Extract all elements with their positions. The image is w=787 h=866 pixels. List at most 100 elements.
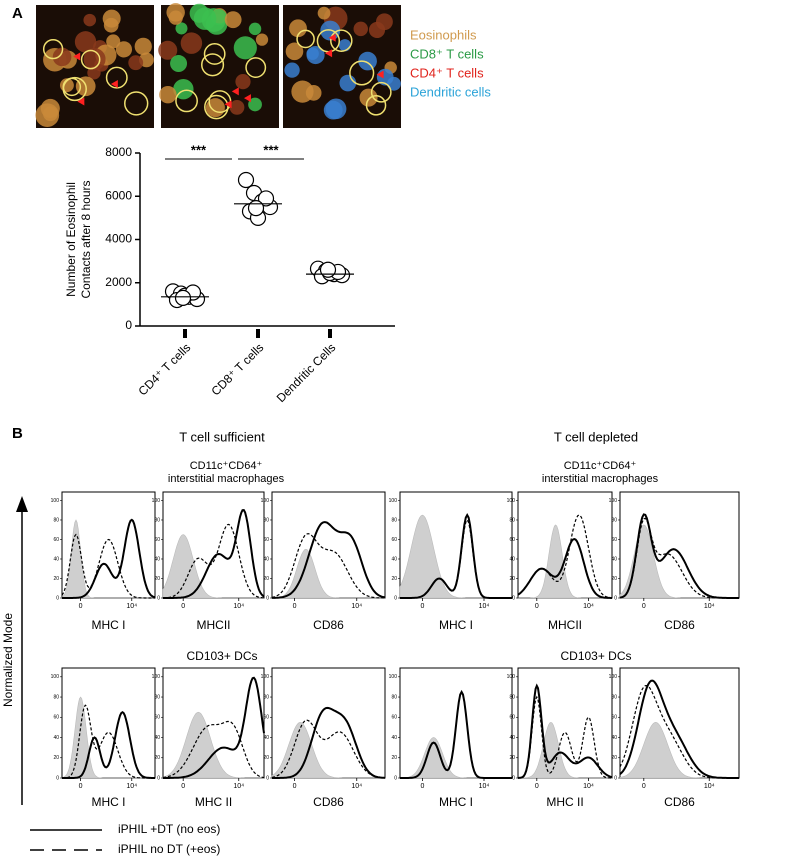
- hist-x-tick-label: 10⁴: [583, 783, 594, 790]
- hist-x-tick-label: 0: [79, 603, 83, 610]
- hist-x-tick-label: 0: [420, 783, 424, 790]
- hist-x-tick-label: 0: [293, 603, 297, 610]
- cell: [103, 17, 119, 33]
- dt-histogram: [163, 676, 265, 779]
- subset-title: CD103+ DCs: [186, 649, 257, 663]
- no-dt-histogram: [62, 704, 155, 779]
- contact-ring: [365, 95, 387, 116]
- cd4-marker: [243, 94, 251, 103]
- x-tick: [256, 329, 260, 338]
- cell: [339, 74, 357, 92]
- contact-ring: [42, 38, 64, 60]
- cell: [159, 85, 177, 104]
- hist-y-tick-label: 20: [391, 755, 397, 761]
- hist-y-tick-label: 20: [53, 576, 59, 582]
- hist-y-tick-label: 20: [154, 755, 160, 761]
- subset-title: CD11c⁺CD64⁺: [564, 460, 637, 472]
- hist-x-tick-label: 0: [181, 603, 185, 610]
- hist-y-tick-label: 100: [152, 674, 161, 680]
- marker-label: MHC II: [195, 795, 232, 809]
- hist-y-tick-label: 100: [609, 498, 618, 504]
- subset-title: CD11c⁺CD64⁺: [190, 460, 263, 472]
- hist-x-tick-label: 0: [293, 783, 297, 790]
- image-legend-label: CD8⁺ T cells: [410, 46, 484, 61]
- cd4-marker: [231, 87, 239, 96]
- hist-y-tick-label: 0: [512, 595, 515, 601]
- y-axis-label: Number of Eosinophil: [64, 182, 78, 297]
- hist-y-tick-label: 20: [154, 576, 160, 582]
- contact-ring: [370, 81, 392, 103]
- hist-y-tick-label: 20: [263, 576, 269, 582]
- hist-x-tick-label: 10⁴: [126, 783, 137, 790]
- hist-x-tick-label: 10⁴: [704, 783, 715, 790]
- marker-label: MHC I: [439, 795, 473, 809]
- image-legend-label: CD4⁺ T cells: [410, 65, 484, 80]
- hist-y-tick-label: 60: [53, 715, 59, 721]
- hist-x-tick-label: 10⁴: [351, 603, 362, 610]
- cell: [158, 40, 178, 60]
- hist-y-tick-label: 0: [394, 775, 397, 781]
- hist-y-tick-label: 80: [509, 694, 515, 700]
- cell: [233, 36, 257, 60]
- cell: [180, 32, 203, 54]
- hist-y-tick-label: 40: [391, 556, 397, 562]
- hist-x-tick-label: 10⁴: [583, 603, 594, 610]
- hist-y-tick-label: 0: [56, 775, 59, 781]
- hist-y-tick-label: 0: [266, 595, 269, 601]
- hist-y-tick-label: 80: [154, 517, 160, 523]
- cell: [285, 42, 304, 61]
- dt-histogram: [400, 689, 512, 779]
- hist-x-tick-label: 0: [420, 603, 424, 610]
- cell: [248, 97, 262, 112]
- cell: [317, 6, 331, 20]
- cell: [291, 80, 314, 103]
- hist-y-tick-label: 20: [611, 755, 617, 761]
- no-dt-histogram: [162, 720, 265, 779]
- x-tick: [328, 329, 332, 338]
- cd4-marker: [325, 49, 333, 58]
- contact-ring: [203, 43, 226, 65]
- hist-y-tick-label: 100: [609, 674, 618, 680]
- hist-y-tick-label: 40: [391, 735, 397, 741]
- dt-histogram: [62, 710, 155, 779]
- hist-x-tick-label: 0: [181, 783, 185, 790]
- image-legend-label: Dendritic cells: [410, 84, 491, 99]
- hist-y-tick-label: 0: [56, 595, 59, 601]
- contact-ring: [204, 94, 229, 120]
- marker-label: CD86: [664, 618, 695, 632]
- subset-title: interstitial macrophages: [168, 473, 285, 485]
- hist-y-tick-label: 60: [154, 715, 160, 721]
- hist-y-tick-label: 40: [611, 735, 617, 741]
- cd4-marker: [376, 70, 384, 79]
- cell: [128, 55, 144, 71]
- y-axis-label: Contacts after 8 hours: [79, 180, 93, 298]
- contact-ring: [245, 57, 267, 78]
- cell: [168, 10, 183, 25]
- hist-y-tick-label: 80: [263, 694, 269, 700]
- significance-label: ***: [191, 142, 207, 157]
- data-point: [237, 171, 255, 189]
- y-tick-label: 2000: [105, 275, 132, 289]
- hist-y-tick-label: 60: [391, 715, 397, 721]
- cell: [83, 13, 97, 27]
- hist-y-tick-label: 100: [51, 498, 60, 504]
- image-legend-label: Eosinophils: [410, 27, 477, 42]
- hist-y-tick-label: 0: [394, 595, 397, 601]
- hist-y-tick-label: 0: [266, 775, 269, 781]
- cell: [115, 41, 133, 58]
- subset-title: interstitial macrophages: [542, 473, 659, 485]
- cell: [43, 106, 58, 122]
- hist-y-tick-label: 60: [154, 537, 160, 543]
- hist-y-tick-label: 80: [611, 694, 617, 700]
- no-dt-histogram: [163, 523, 264, 599]
- dt-histogram: [619, 679, 739, 779]
- dt-histogram: [517, 538, 612, 599]
- cd4-marker: [328, 33, 336, 42]
- contact-ring: [80, 49, 101, 70]
- hist-x-tick-label: 10⁴: [126, 603, 137, 610]
- subset-title: CD103+ DCs: [560, 649, 631, 663]
- y-tick-label: 6000: [105, 188, 132, 202]
- cd4-marker: [224, 100, 232, 109]
- x-tick-label: Dendritic Cells: [274, 340, 339, 405]
- cell: [175, 22, 188, 35]
